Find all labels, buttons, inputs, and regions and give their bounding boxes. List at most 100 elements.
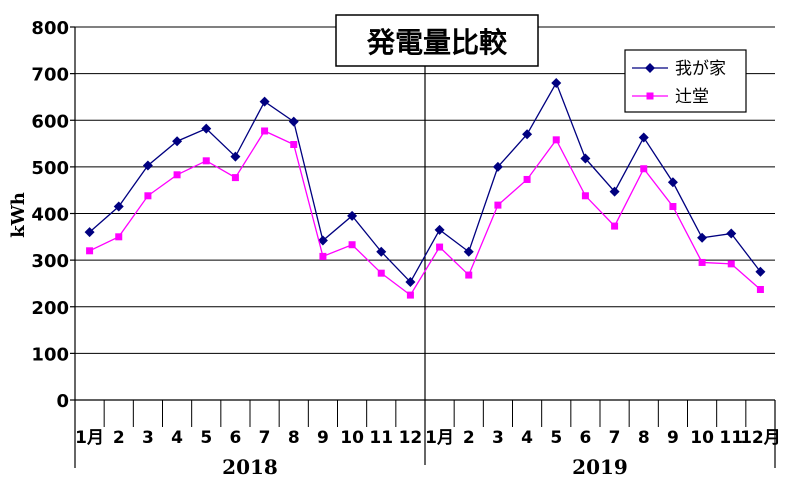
data-point [434, 224, 445, 235]
data-point [202, 157, 210, 165]
data-point [290, 140, 298, 148]
data-point [463, 246, 474, 257]
data-point [319, 252, 327, 260]
y-tick-label: 200 [31, 298, 69, 319]
data-point [727, 260, 735, 268]
data-point [144, 192, 152, 200]
x-tick-label: 5 [200, 428, 212, 448]
x-tick-label: 4 [521, 428, 533, 448]
y-tick-label: 400 [31, 205, 69, 226]
x-tick-label: 4 [171, 428, 183, 448]
x-tick-label: 11 [719, 428, 743, 448]
x-tick-label: 12 [399, 428, 423, 448]
x-tick-label: 11 [369, 428, 393, 448]
data-point [84, 227, 95, 238]
data-point [201, 123, 212, 134]
data-point [581, 192, 589, 200]
data-point [347, 210, 358, 221]
data-point [522, 129, 533, 140]
x-tick-label: 1月 [425, 428, 454, 448]
x-tick-label: 8 [288, 428, 300, 448]
x-tick-label: 10 [340, 428, 364, 448]
series-line [89, 130, 761, 297]
data-point [552, 136, 560, 144]
data-point [465, 271, 473, 279]
data-point [580, 153, 591, 164]
x-tick-label: 5 [550, 428, 562, 448]
data-point [640, 165, 648, 173]
data-point [726, 228, 737, 239]
legend-label: 辻堂 [675, 87, 709, 107]
legend-frame [624, 49, 747, 113]
legend-label: 我が家 [675, 59, 726, 79]
data-point [436, 243, 444, 251]
x-tick-label: 1月 [75, 428, 104, 448]
y-tick-label: 300 [31, 251, 69, 272]
x-tick-label: 7 [259, 428, 271, 448]
data-point [377, 269, 385, 277]
data-point [348, 241, 356, 249]
data-point [756, 285, 764, 293]
year-labels: 2018 2019 [222, 455, 628, 479]
data-point [231, 174, 239, 182]
data-point [406, 291, 414, 299]
legend-marker [645, 63, 655, 73]
y-tick-label: 0 [56, 391, 69, 412]
data-point [638, 132, 649, 143]
data-point [259, 96, 270, 107]
year-label: 2018 [222, 455, 278, 479]
x-tick-label: 9 [667, 428, 679, 448]
title-box: 発電量比較 [335, 14, 539, 67]
year-label: 2019 [572, 455, 628, 479]
data-point [698, 258, 706, 266]
data-point [492, 161, 503, 172]
legend-marker [646, 92, 654, 100]
y-tick-label: 500 [31, 158, 69, 179]
data-point [173, 171, 181, 179]
title-frame [335, 14, 539, 67]
data-point [405, 277, 416, 288]
series-1 [84, 77, 766, 288]
data-point [551, 77, 562, 88]
data-point [494, 201, 502, 209]
x-tick-label: 7 [609, 428, 621, 448]
axes [70, 26, 776, 468]
data-point [115, 233, 123, 241]
y-tick-label: 100 [31, 344, 69, 365]
x-tick-label: 6 [229, 428, 241, 448]
series-line [89, 81, 761, 284]
data-point [288, 116, 299, 127]
x-tick-label: 2 [463, 428, 475, 448]
data-point [669, 203, 677, 211]
x-tick-label: 3 [492, 428, 504, 448]
y-tick-labels: 0 100 200 300 400 500 600 700 800 [31, 18, 69, 412]
data-point [142, 160, 153, 171]
data-point [86, 247, 94, 255]
x-tick-label: 6 [579, 428, 591, 448]
x-tick-label: 9 [317, 428, 329, 448]
data-point [261, 127, 269, 135]
x-tick-label: 2 [113, 428, 125, 448]
data-point [172, 136, 183, 147]
data-point [667, 177, 678, 188]
series-2 [86, 127, 764, 299]
data-point [609, 186, 620, 197]
data-point [317, 235, 328, 246]
data-point [230, 151, 241, 162]
y-tick-label: 600 [31, 111, 69, 132]
data-point [697, 232, 708, 243]
x-tick-label: 8 [638, 428, 650, 448]
x-tick-label: 12月 [740, 428, 781, 448]
data-point [611, 222, 619, 230]
x-tick-label: 3 [142, 428, 154, 448]
data-point [523, 175, 531, 183]
y-tick-label: 800 [31, 18, 69, 39]
data-point [113, 201, 124, 212]
y-tick-label: 700 [31, 65, 69, 86]
x-tick-label: 10 [690, 428, 714, 448]
data-point [755, 266, 766, 277]
y-axis-label: kWh [8, 192, 29, 238]
